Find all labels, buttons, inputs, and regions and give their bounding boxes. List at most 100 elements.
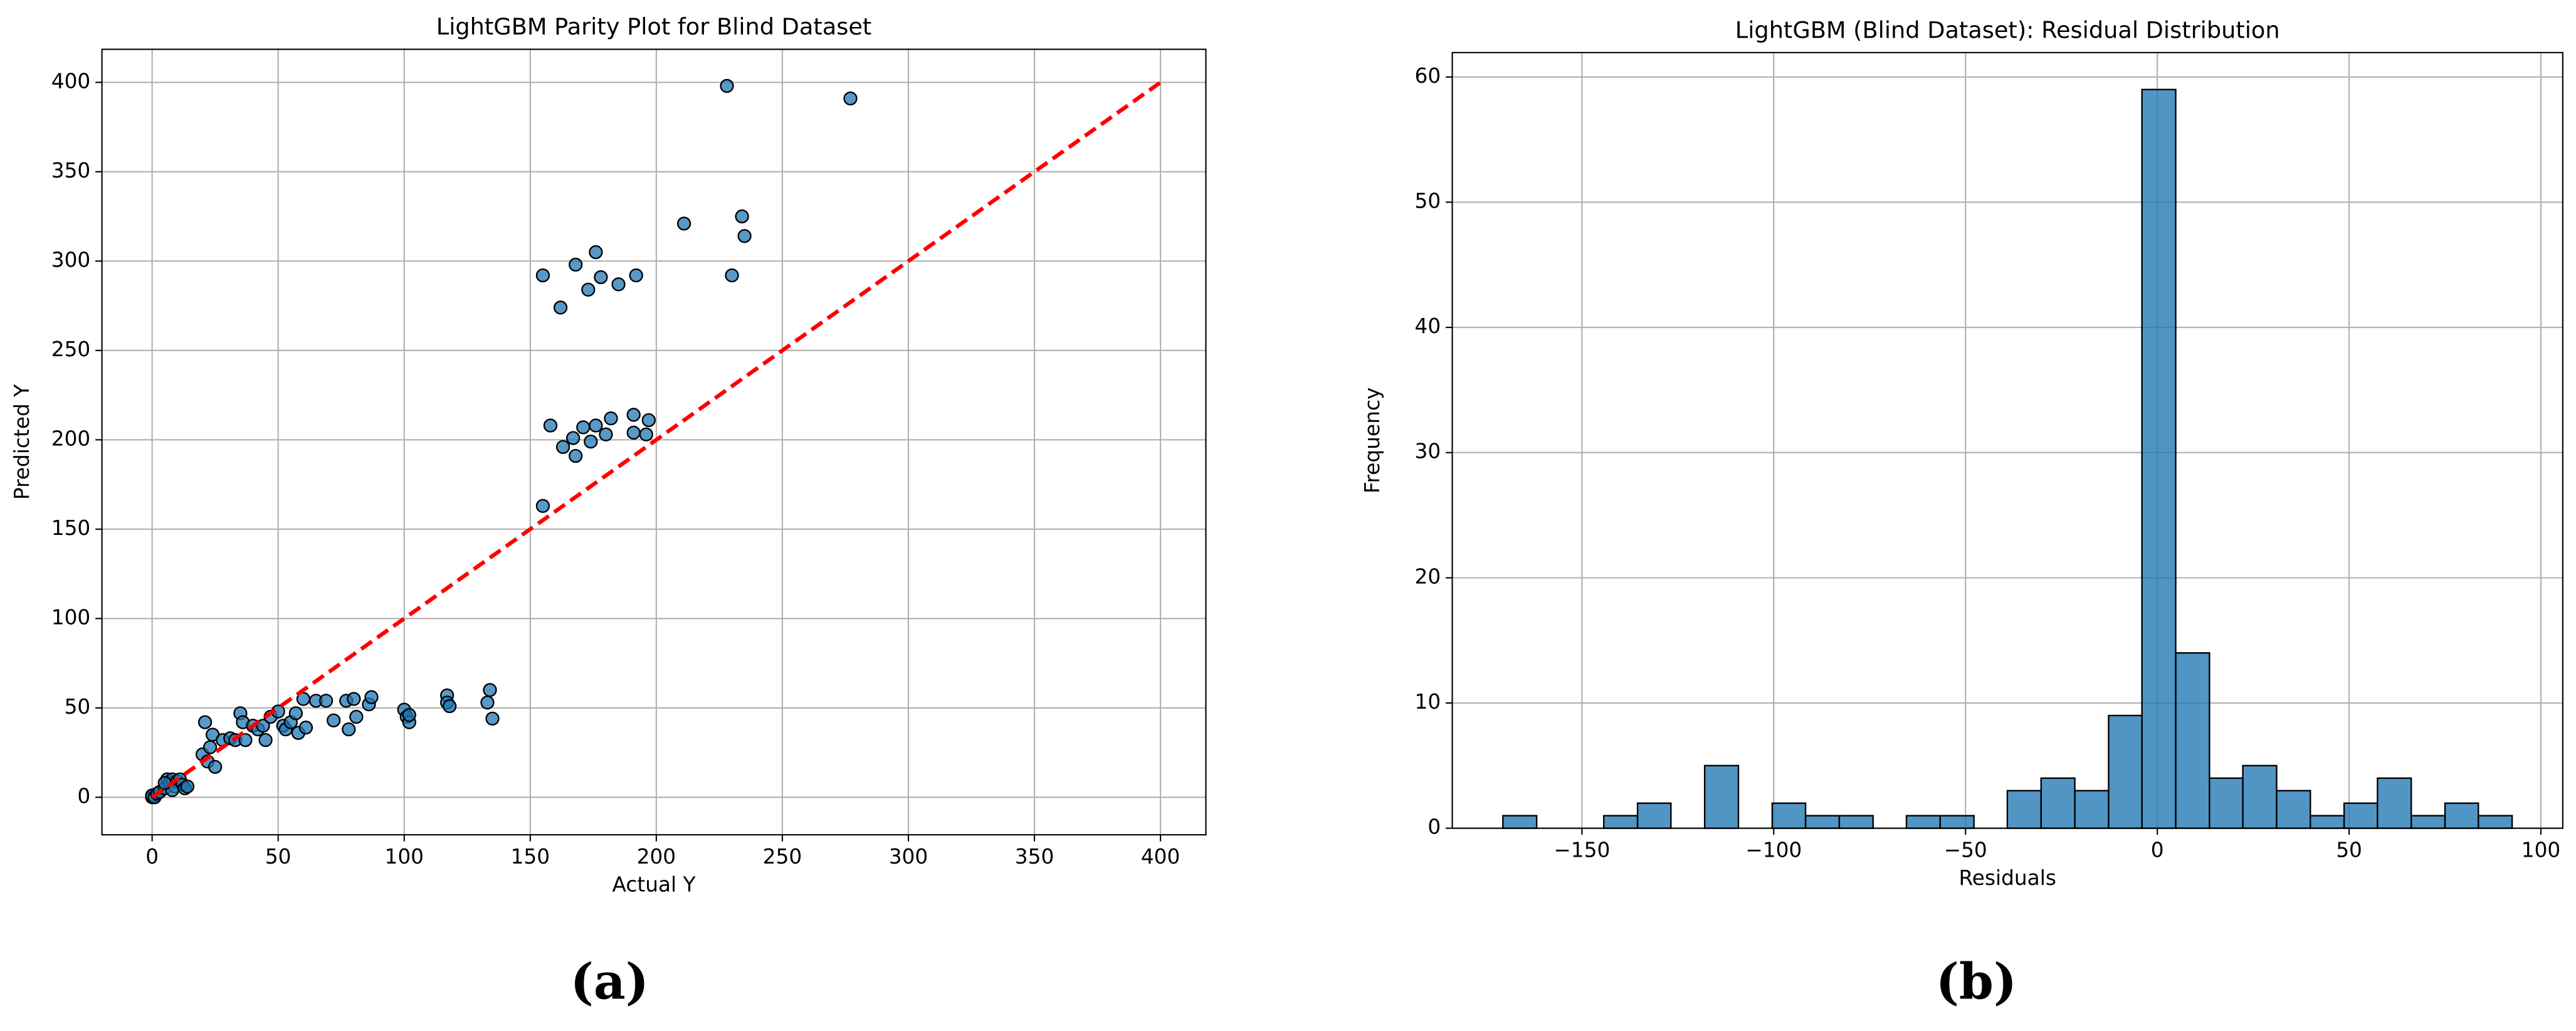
reference-line <box>150 80 1162 799</box>
bar <box>1636 802 1672 829</box>
point <box>553 300 568 315</box>
point <box>543 418 558 433</box>
point <box>442 699 457 714</box>
bar <box>1703 764 1740 829</box>
point <box>258 732 273 748</box>
y-tick-label: 100 <box>51 605 91 629</box>
bar <box>2410 815 2446 829</box>
x-tick-label: 300 <box>889 845 928 869</box>
point <box>594 270 608 285</box>
bar <box>2444 802 2479 829</box>
bar <box>2209 777 2244 829</box>
bar <box>1939 815 1975 829</box>
point <box>208 759 223 774</box>
x-tick-label: 350 <box>1015 845 1054 869</box>
panel-caption: (b) <box>1936 953 2017 1011</box>
x-tick-label: 250 <box>763 845 802 869</box>
bar <box>2276 790 2311 829</box>
y-tick-label: 0 <box>77 784 90 808</box>
x-axis-label: Actual Y <box>612 872 697 896</box>
point <box>342 722 356 737</box>
point <box>576 420 591 435</box>
point <box>604 411 618 426</box>
x-tick-label: 0 <box>145 845 159 869</box>
y-tick-label: 60 <box>1415 64 1441 88</box>
bar <box>2242 764 2278 829</box>
y-tick-label: 40 <box>1415 314 1441 338</box>
bar <box>2074 790 2110 829</box>
point <box>611 277 626 292</box>
point <box>589 418 603 433</box>
x-axis-label: Residuals <box>1959 866 2056 890</box>
y-tick-label: 50 <box>65 695 91 719</box>
x-tick-label: −150 <box>1553 838 1610 862</box>
bar <box>1838 815 1874 829</box>
point <box>364 690 379 704</box>
point <box>555 440 570 454</box>
axes-frame <box>1451 51 2563 829</box>
y-axis-label: Frequency <box>1360 388 1384 494</box>
point <box>566 431 581 445</box>
point <box>599 427 613 441</box>
y-tick-label: 150 <box>51 516 91 540</box>
point <box>238 732 253 748</box>
point <box>318 694 334 708</box>
y-tick-label: 20 <box>1415 564 1441 588</box>
point <box>626 425 641 440</box>
bar <box>2040 777 2076 829</box>
x-tick-label: −100 <box>1745 838 1802 862</box>
point <box>639 427 653 441</box>
x-tick-label: 100 <box>384 845 424 869</box>
point <box>720 78 734 93</box>
x-tick-label: −50 <box>1944 838 1987 862</box>
chart-title: LightGBM Parity Plot for Blind Dataset <box>436 13 872 40</box>
y-tick-label: 350 <box>51 159 91 182</box>
point <box>480 695 495 710</box>
y-tick-label: 250 <box>51 337 91 361</box>
point <box>626 408 641 422</box>
point <box>589 245 603 260</box>
bar <box>2377 777 2412 829</box>
point <box>535 268 550 283</box>
point <box>641 413 656 428</box>
y-tick-label: 400 <box>51 69 91 93</box>
bar <box>1502 815 1538 829</box>
y-tick-label: 200 <box>51 426 91 450</box>
point <box>584 435 598 449</box>
point <box>629 268 643 283</box>
bar <box>2175 652 2211 829</box>
point <box>180 780 195 794</box>
point <box>676 216 691 231</box>
x-tick-label: 50 <box>2336 838 2362 862</box>
x-tick-label: 150 <box>511 845 550 869</box>
point <box>349 709 364 724</box>
point <box>288 706 303 721</box>
point <box>843 91 858 106</box>
x-tick-label: 200 <box>637 845 676 869</box>
point <box>327 713 341 727</box>
bar <box>1804 815 1841 829</box>
x-tick-label: 400 <box>1141 845 1180 869</box>
point <box>402 708 416 722</box>
bar <box>1905 815 1942 829</box>
y-tick-label: 50 <box>1415 189 1441 213</box>
point <box>535 499 550 513</box>
panel-caption: (a) <box>570 953 649 1011</box>
bar <box>2478 815 2513 829</box>
point <box>483 683 497 697</box>
point <box>569 448 583 463</box>
point <box>735 209 749 224</box>
x-tick-label: 50 <box>265 845 292 869</box>
x-tick-label: 100 <box>2521 838 2561 862</box>
point <box>737 229 752 243</box>
bar <box>2343 802 2379 829</box>
y-tick-label: 10 <box>1415 690 1441 714</box>
bar <box>1771 802 1807 829</box>
point <box>202 740 218 754</box>
y-tick-label: 0 <box>1427 815 1441 839</box>
y-tick-label: 300 <box>51 248 91 272</box>
point <box>485 711 500 726</box>
y-tick-label: 30 <box>1415 440 1441 463</box>
